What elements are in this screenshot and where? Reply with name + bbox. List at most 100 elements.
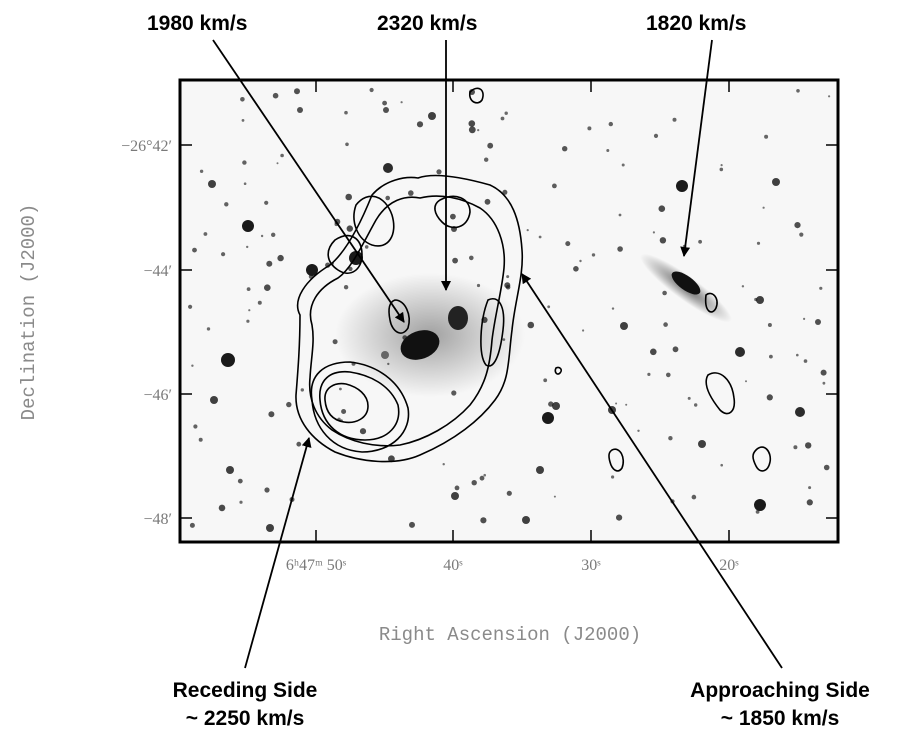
star (344, 110, 348, 115)
star (341, 409, 347, 414)
star (552, 402, 560, 410)
star (364, 245, 369, 249)
star (582, 329, 585, 332)
star (480, 517, 487, 524)
star (772, 178, 780, 186)
star (306, 264, 318, 276)
star (483, 473, 487, 477)
star (767, 323, 772, 327)
x-tick-label: 30ˢ (581, 557, 601, 574)
star (720, 463, 723, 467)
star (815, 319, 821, 325)
star (552, 183, 557, 189)
y-tick-label: −48′ (143, 511, 172, 528)
star (806, 499, 813, 506)
star (676, 180, 688, 192)
y-axis-label: Declination (J2000) (18, 204, 40, 421)
star (300, 388, 304, 392)
star (277, 254, 284, 262)
star (606, 149, 610, 152)
star (244, 223, 249, 228)
star (208, 180, 216, 188)
star (266, 260, 273, 267)
velocity-label-1980: 1980 km/s (147, 12, 247, 35)
star (608, 121, 613, 127)
star (242, 160, 247, 165)
star (799, 232, 804, 237)
star (672, 117, 677, 122)
annotation-arrows (212, 39, 783, 669)
star (218, 504, 226, 512)
star (735, 347, 745, 357)
arrow-1980 (212, 39, 405, 323)
star (668, 436, 673, 441)
star (662, 290, 667, 296)
star (698, 440, 706, 448)
star (625, 403, 628, 406)
star (271, 232, 276, 237)
star (479, 475, 485, 481)
star (191, 364, 194, 367)
star (796, 89, 800, 93)
star (345, 193, 353, 201)
star (666, 372, 671, 378)
star (504, 111, 508, 115)
star (345, 142, 349, 147)
star (237, 478, 243, 484)
star (468, 126, 476, 134)
star (408, 190, 414, 196)
star (241, 119, 245, 122)
small-galaxy (381, 351, 389, 359)
y-axis-ticks (180, 144, 838, 519)
star (719, 167, 724, 172)
star (587, 126, 592, 131)
star (658, 205, 666, 212)
star (527, 321, 535, 329)
star (206, 327, 211, 331)
star (522, 516, 530, 524)
star (400, 101, 403, 104)
star (803, 359, 808, 363)
star (383, 163, 393, 173)
star (769, 354, 773, 359)
velocity-label-1820: 1820 km/s (646, 12, 746, 35)
star (428, 112, 436, 120)
optical-image-panel (178, 78, 840, 544)
star (620, 322, 628, 330)
star (652, 231, 656, 234)
star (741, 285, 745, 288)
star (409, 521, 415, 528)
star (260, 234, 264, 238)
star (246, 245, 249, 249)
star (469, 255, 474, 261)
y-tick-label: −46′ (143, 387, 172, 404)
star (348, 266, 353, 272)
star (694, 403, 698, 407)
star (452, 257, 458, 264)
star (487, 142, 494, 149)
star (246, 319, 250, 323)
star (611, 475, 615, 479)
star (193, 424, 198, 429)
x-tick-label: 6ʰ47ᵐ 50ˢ (286, 557, 347, 574)
approaching-side-label: Approaching Side (690, 679, 870, 702)
velocity-label-2320: 2320 km/s (377, 12, 477, 35)
companion-galaxy (448, 306, 468, 330)
star (617, 246, 623, 252)
star (450, 213, 456, 220)
star (276, 162, 279, 165)
star (484, 157, 489, 162)
star (538, 235, 542, 239)
star (828, 95, 831, 98)
star (698, 239, 702, 244)
star (526, 229, 529, 232)
star (553, 495, 556, 498)
star (224, 202, 229, 207)
star (221, 252, 226, 257)
star (615, 402, 618, 405)
star (442, 463, 445, 466)
star-field (188, 87, 831, 532)
star (672, 346, 679, 353)
star (819, 286, 823, 290)
star (343, 285, 349, 290)
